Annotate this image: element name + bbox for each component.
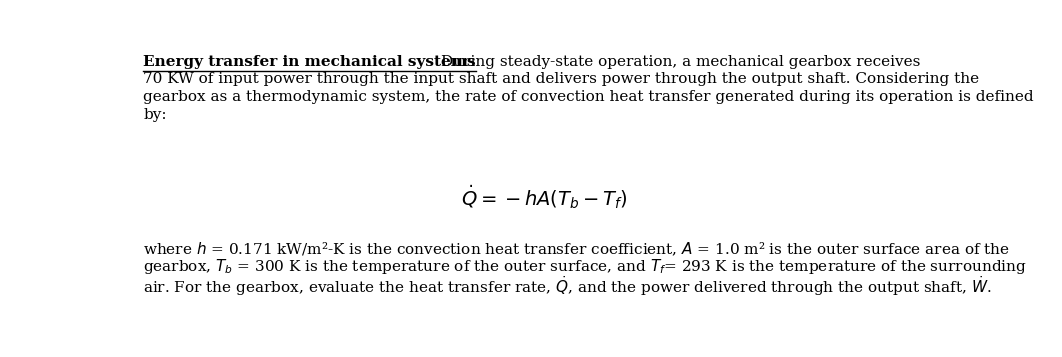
- Text: where $h$ = 0.171 kW/m²-K is the convection heat transfer coefficient, $A$ = 1.0: where $h$ = 0.171 kW/m²-K is the convect…: [143, 241, 1010, 258]
- Text: Energy transfer in mechanical systems: Energy transfer in mechanical systems: [143, 55, 476, 69]
- Text: $\dot{Q} = -hA(T_b - T_f)$: $\dot{Q} = -hA(T_b - T_f)$: [461, 183, 628, 211]
- Text: 70 KW of input power through the input shaft and delivers power through the outp: 70 KW of input power through the input s…: [143, 72, 1034, 122]
- Text: gearbox, $T_b$ = 300 K is the temperature of the outer surface, and $T_f$= 293 K: gearbox, $T_b$ = 300 K is the temperatur…: [143, 257, 1027, 276]
- Text: During steady-state operation, a mechanical gearbox receives: During steady-state operation, a mechani…: [442, 55, 921, 69]
- Text: air. For the gearbox, evaluate the heat transfer rate, $\dot{Q}$, and the power : air. For the gearbox, evaluate the heat …: [143, 274, 992, 298]
